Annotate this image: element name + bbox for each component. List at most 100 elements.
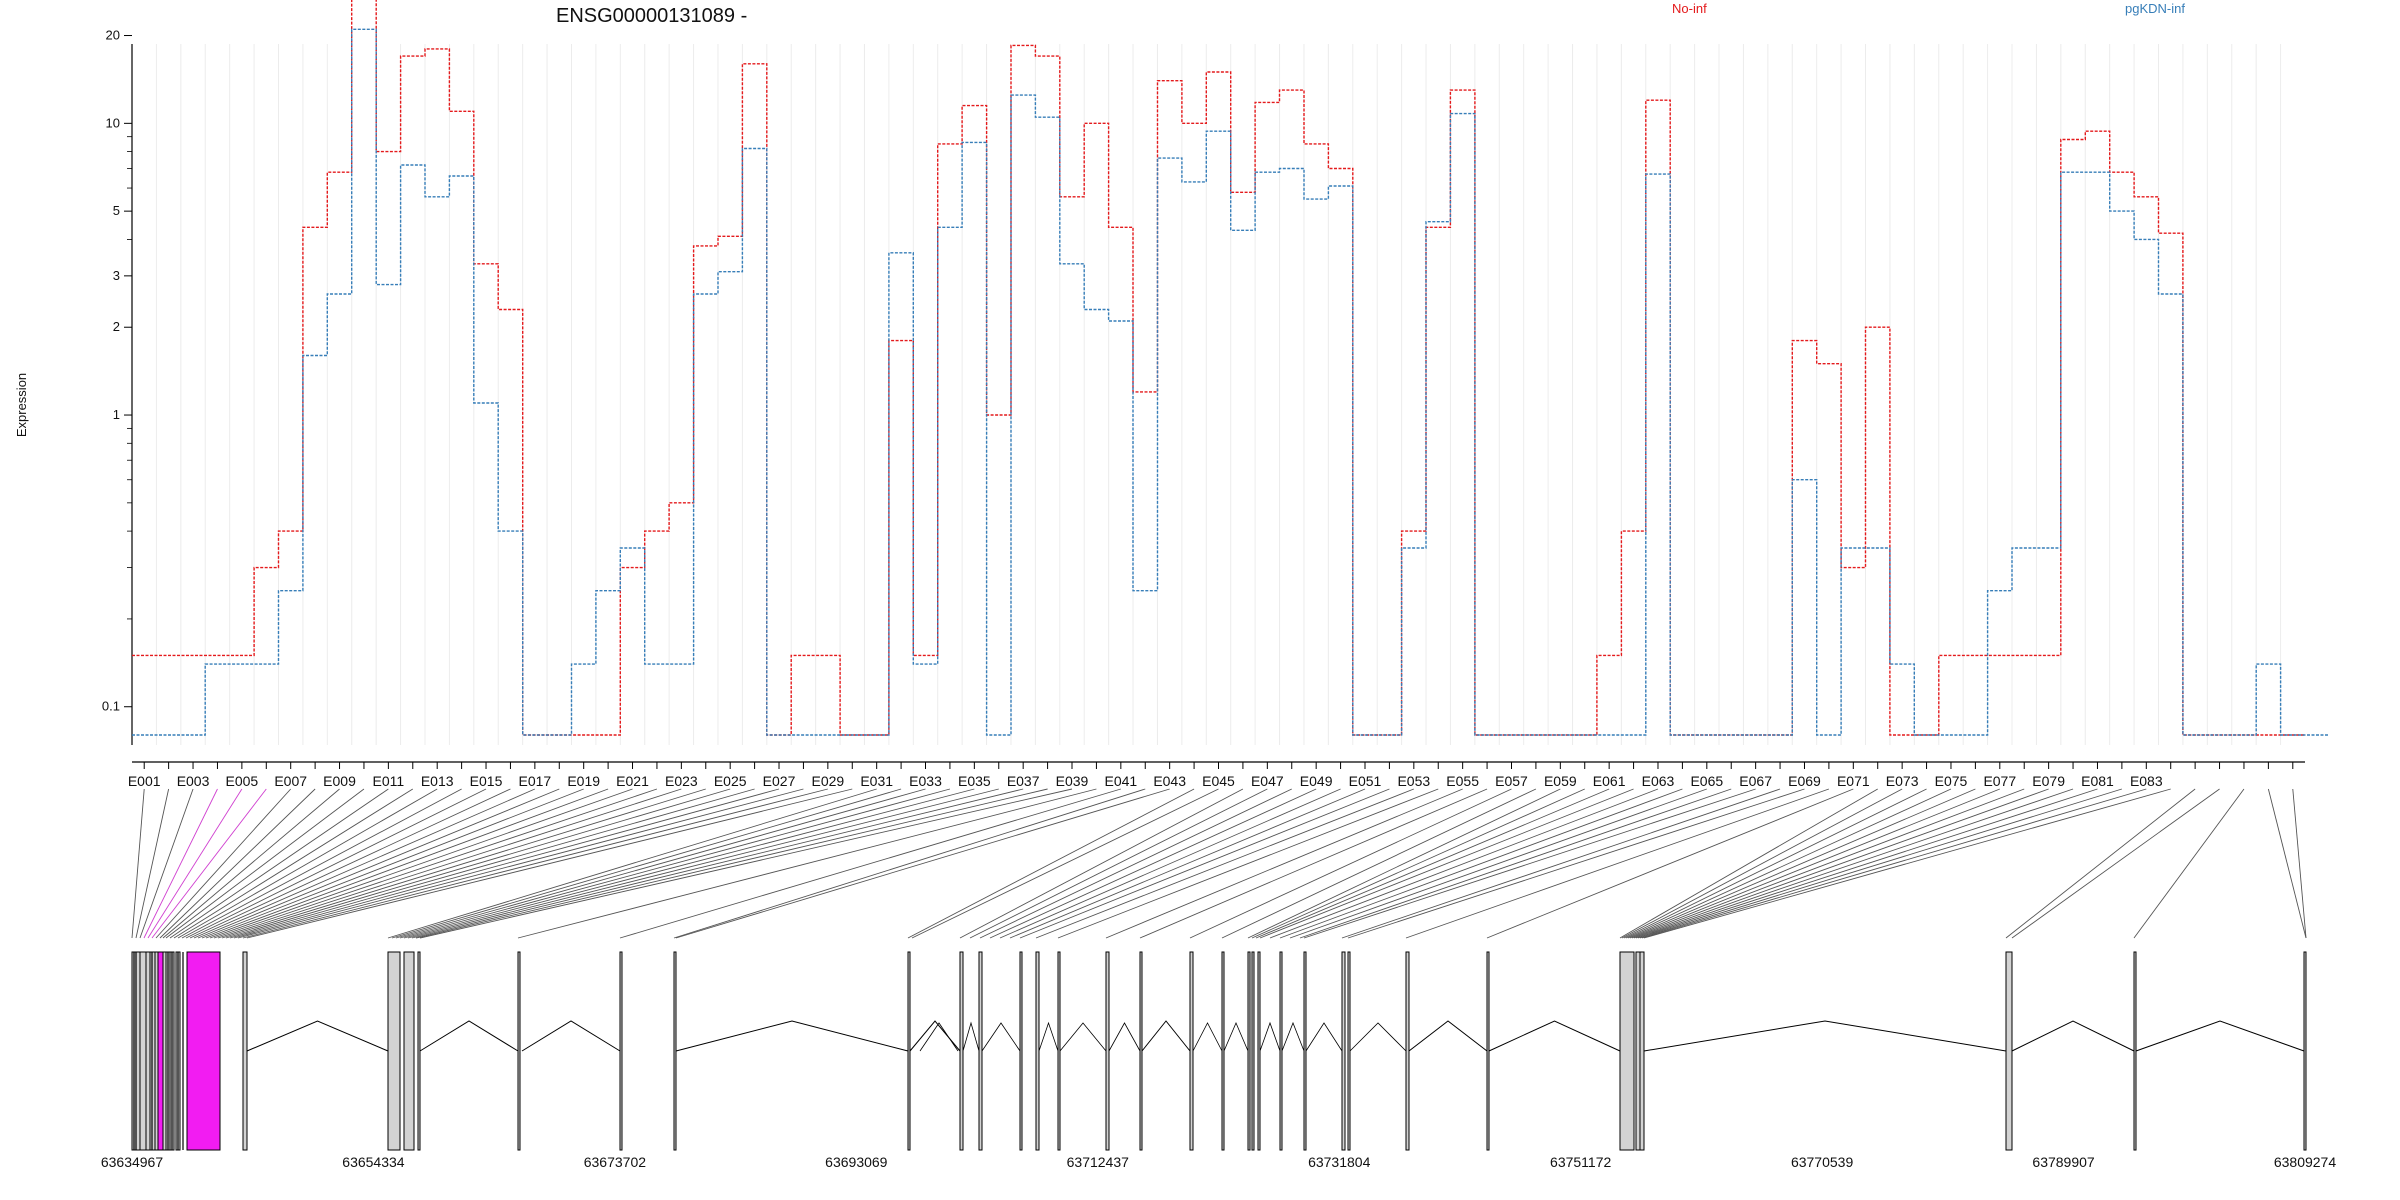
exon-connector <box>177 788 438 939</box>
exon-connector <box>151 788 267 939</box>
exon-connector <box>1619 788 1878 939</box>
exon-label: E013 <box>421 773 454 789</box>
exon-connector <box>242 788 828 939</box>
exon-connector <box>197 788 560 939</box>
exon-connector <box>1057 788 1439 939</box>
exon-label: E073 <box>1886 773 1919 789</box>
exon-connector <box>205 788 609 939</box>
highlighted-exon-box <box>157 951 164 1151</box>
exon-box <box>403 951 415 1151</box>
chart-title: ENSG00000131089 - <box>556 5 747 27</box>
exon-connector <box>395 788 926 939</box>
exon-connector <box>1289 788 1707 939</box>
exon-label: E053 <box>1397 773 1430 789</box>
intron-line <box>675 1020 909 1052</box>
exon-connector <box>907 788 1195 939</box>
legend-entry-no-inf: No-inf <box>1672 1 1707 16</box>
exon-label: E069 <box>1788 773 1821 789</box>
exon-connector <box>159 788 316 939</box>
y-tick-label: 20 <box>106 28 120 43</box>
exon-connector <box>162 788 340 939</box>
coordinate-label: 63789907 <box>2032 1154 2095 1170</box>
exon-connector <box>201 788 584 939</box>
exon-label: E033 <box>909 773 942 789</box>
exon-label: E051 <box>1349 773 1382 789</box>
exon-label: E041 <box>1104 773 1137 789</box>
exon-connector <box>2292 788 2307 939</box>
exon-box <box>387 951 401 1151</box>
exon-box <box>139 951 147 1151</box>
genomic-coordinate-labels: 63634967 63654334 63673702 63693069 63712437… <box>101 1154 2337 1170</box>
exon-connector <box>213 788 658 939</box>
exon-box <box>1405 951 1410 1151</box>
exon-box <box>619 951 623 1151</box>
series-line-pgkdn-inf <box>132 28 2330 736</box>
exon-connector <box>2011 788 2220 939</box>
exon-connector <box>1631 788 2025 939</box>
exon-connector <box>403 788 975 939</box>
exon-label: E011 <box>373 773 405 789</box>
exon-connector <box>1623 788 1927 939</box>
exon-label: E081 <box>2081 773 2114 789</box>
exon-box <box>1257 951 1261 1151</box>
exon-connector <box>1486 788 1854 939</box>
exon-connector <box>181 788 462 939</box>
exon-label: E075 <box>1935 773 1968 789</box>
exon-box <box>1105 951 1110 1151</box>
series-lines <box>132 0 2330 736</box>
intron-line <box>246 1020 389 1052</box>
exon-connector <box>979 788 1292 939</box>
exon-connector <box>135 788 170 939</box>
exon-connector <box>169 788 389 939</box>
exon-box <box>1486 951 1490 1151</box>
intron-line <box>962 1021 980 1052</box>
exon-connector <box>999 788 1341 939</box>
exon-label: E067 <box>1739 773 1772 789</box>
exon-connector <box>675 788 1170 939</box>
exon-connector <box>2133 788 2245 939</box>
exon-label: E045 <box>1202 773 1235 789</box>
highlighted-exon-box <box>186 951 221 1151</box>
exon-box <box>2133 951 2137 1151</box>
exon-box <box>1139 951 1143 1151</box>
exon-connector <box>1247 788 1561 939</box>
exon-connector <box>1633 788 2049 939</box>
exon-box <box>978 951 983 1151</box>
exon-box <box>1035 951 1040 1151</box>
exon-connector <box>407 788 999 939</box>
exon-connector <box>399 788 951 939</box>
exon-connector <box>173 788 414 939</box>
exon-connector <box>1255 788 1610 939</box>
exon-connector <box>2005 788 2196 939</box>
exon-label: E015 <box>470 773 503 789</box>
intron-line <box>981 1022 1021 1052</box>
exon-connector <box>619 788 1121 939</box>
x-axis-ticks: E001 E003 E005 E007 E009 E011 E013 E015 E017 E019… <box>128 762 2294 789</box>
intron-line <box>419 1020 519 1052</box>
exon-label: E031 <box>860 773 893 789</box>
exon-connector <box>193 788 536 939</box>
exon-label: E049 <box>1300 773 1333 789</box>
y-tick-label: 0.1 <box>102 699 120 714</box>
intron-line <box>2135 1020 2305 1052</box>
exon-label: E005 <box>226 773 259 789</box>
y-tick-label: 1 <box>113 407 120 422</box>
coordinate-label: 63634967 <box>101 1154 164 1170</box>
exon-connector <box>959 788 1244 939</box>
intron-line <box>1408 1020 1488 1052</box>
exon-connector <box>1019 788 1390 939</box>
series-line-no-inf <box>132 0 2305 736</box>
y-tick-label: 5 <box>113 203 120 218</box>
exon-box <box>1635 951 1641 1151</box>
exon-box <box>417 951 421 1151</box>
exon-connector <box>969 788 1268 939</box>
exon-connector <box>217 788 682 939</box>
intron-line <box>1108 1022 1141 1052</box>
exon-label: E017 <box>519 773 552 789</box>
axes <box>131 44 2305 763</box>
exon-connector <box>673 788 1146 939</box>
exon-connector <box>387 788 877 939</box>
intron-line <box>1038 1021 1059 1052</box>
exon-label: E039 <box>1056 773 1089 789</box>
